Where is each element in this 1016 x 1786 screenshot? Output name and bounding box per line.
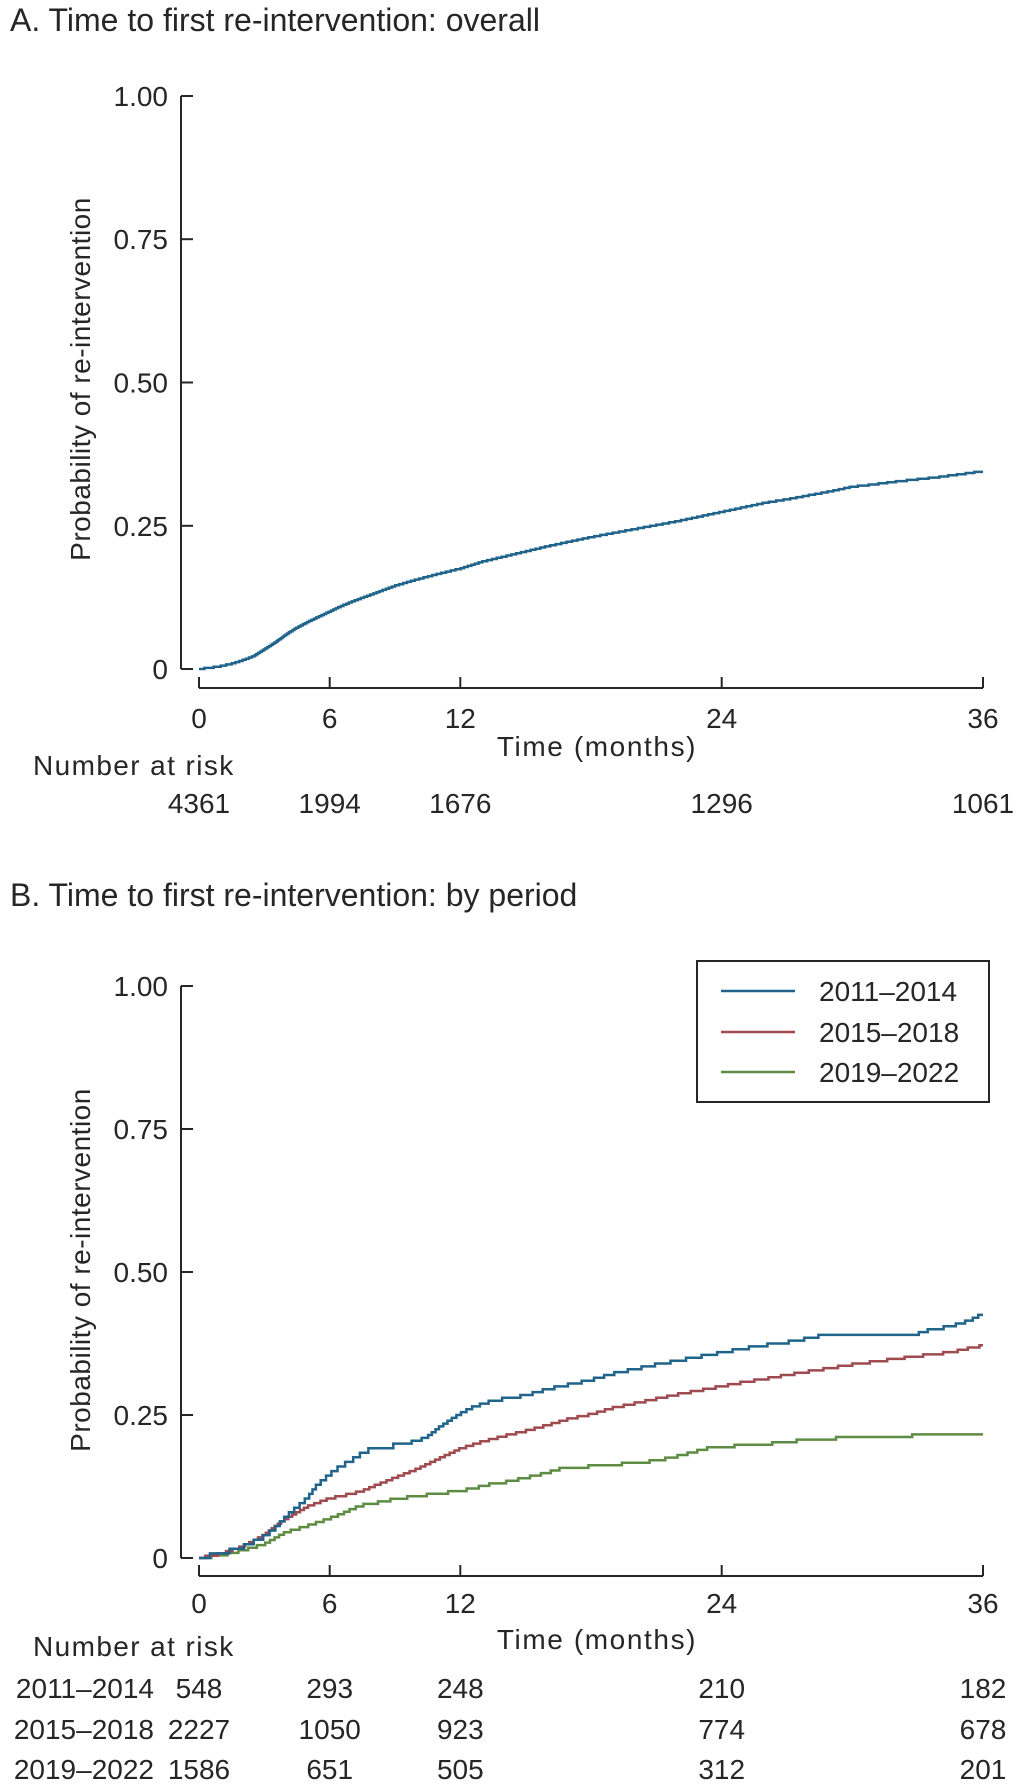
svg-text:4361: 4361 — [168, 788, 230, 819]
svg-text:182: 182 — [960, 1673, 1007, 1704]
svg-text:2015–2018: 2015–2018 — [14, 1714, 154, 1745]
svg-text:Number at risk: Number at risk — [33, 750, 235, 781]
svg-text:36: 36 — [967, 1588, 998, 1619]
svg-text:6: 6 — [322, 1588, 338, 1619]
svg-text:Number at risk: Number at risk — [33, 1631, 235, 1662]
svg-text:201: 201 — [960, 1754, 1007, 1785]
svg-text:312: 312 — [698, 1754, 745, 1785]
svg-text:0.50: 0.50 — [114, 1257, 169, 1288]
svg-text:678: 678 — [960, 1714, 1007, 1745]
svg-text:774: 774 — [698, 1714, 745, 1745]
svg-text:1.00: 1.00 — [114, 971, 169, 1002]
svg-text:1994: 1994 — [299, 788, 361, 819]
svg-text:923: 923 — [437, 1714, 484, 1745]
svg-text:1586: 1586 — [168, 1754, 230, 1785]
svg-text:6: 6 — [322, 703, 338, 734]
svg-text:Time (months): Time (months) — [497, 1624, 697, 1655]
svg-text:505: 505 — [437, 1754, 484, 1785]
svg-text:Time (months): Time (months) — [497, 731, 697, 762]
svg-text:0.25: 0.25 — [114, 1400, 169, 1431]
svg-text:0: 0 — [152, 1543, 168, 1574]
svg-text:651: 651 — [306, 1754, 353, 1785]
svg-text:Probability of re-intervention: Probability of re-intervention — [65, 197, 96, 561]
svg-text:1.00: 1.00 — [114, 81, 169, 112]
svg-text:0.75: 0.75 — [114, 1114, 169, 1145]
svg-text:24: 24 — [706, 1588, 737, 1619]
svg-text:210: 210 — [698, 1673, 745, 1704]
svg-text:36: 36 — [967, 703, 998, 734]
svg-text:0: 0 — [191, 703, 207, 734]
svg-text:Probability of re-intervention: Probability of re-intervention — [65, 1088, 96, 1452]
svg-text:2011–2014: 2011–2014 — [16, 1673, 154, 1704]
svg-text:0.75: 0.75 — [114, 224, 169, 255]
svg-text:12: 12 — [445, 1588, 476, 1619]
svg-text:293: 293 — [306, 1673, 353, 1704]
svg-text:2019–2022: 2019–2022 — [819, 1057, 959, 1088]
svg-text:12: 12 — [445, 703, 476, 734]
svg-text:2011–2014: 2011–2014 — [819, 976, 957, 1007]
svg-text:0.50: 0.50 — [114, 368, 169, 399]
svg-text:2227: 2227 — [168, 1714, 230, 1745]
svg-text:A. Time to first re-interventi: A. Time to first re-intervention: overal… — [10, 2, 540, 38]
svg-text:248: 248 — [437, 1673, 484, 1704]
svg-text:0: 0 — [191, 1588, 207, 1619]
svg-text:0.25: 0.25 — [114, 511, 169, 542]
svg-text:0: 0 — [152, 654, 168, 685]
svg-text:1676: 1676 — [429, 788, 491, 819]
svg-text:24: 24 — [706, 703, 737, 734]
svg-text:2015–2018: 2015–2018 — [819, 1017, 959, 1048]
svg-text:1050: 1050 — [299, 1714, 361, 1745]
svg-text:2019–2022: 2019–2022 — [14, 1754, 154, 1785]
svg-text:B. Time to first re-interventi: B. Time to first re-intervention: by per… — [10, 877, 577, 913]
svg-text:548: 548 — [176, 1673, 223, 1704]
svg-text:1296: 1296 — [691, 788, 753, 819]
svg-text:1061: 1061 — [952, 788, 1014, 819]
